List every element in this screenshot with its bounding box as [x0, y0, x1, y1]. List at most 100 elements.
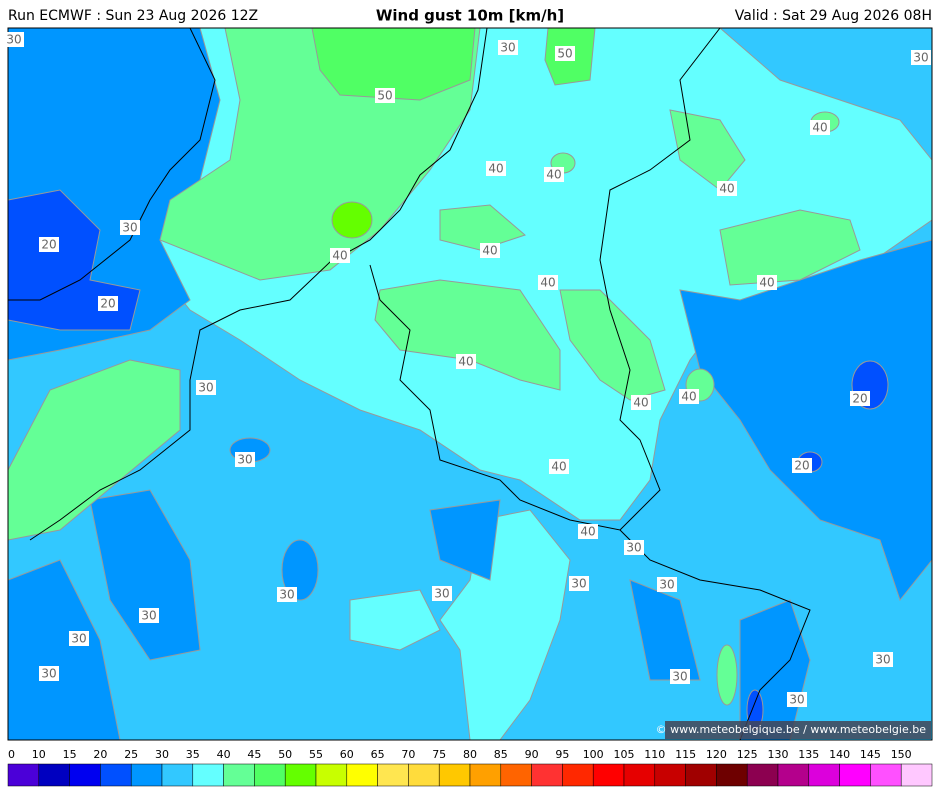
contour-label: 30: [41, 667, 56, 681]
colorbar-swatch: [408, 763, 440, 787]
isoband-25: [8, 559, 121, 740]
colorbar-tick-label: 85: [494, 748, 508, 761]
contour-label: 20: [794, 459, 809, 473]
contour-label-box: [792, 458, 812, 473]
contour-label: 50: [377, 89, 392, 103]
contour-label-box: [544, 167, 564, 182]
contour-label: 40: [488, 162, 503, 176]
contour-label: 40: [482, 244, 497, 258]
contour-label: 40: [551, 460, 566, 474]
contour-label: 30: [141, 609, 156, 623]
contour-label: 30: [875, 653, 890, 667]
contour-label: 40: [546, 168, 561, 182]
contour-label: 30: [913, 51, 928, 65]
colorbar-swatch: [469, 763, 502, 787]
copyright: © www.meteobelgique.be / www.meteobelgie…: [656, 723, 927, 736]
contour-label-box: [670, 669, 690, 684]
colorbar-tick-label: 45: [247, 748, 261, 761]
colorbar-tick-label: 60: [340, 748, 354, 761]
colorbar-tick-label: 130: [768, 748, 789, 761]
colorbar-swatch: [315, 763, 348, 787]
copyright-box: [665, 721, 931, 739]
colorbar-tick-label: 135: [798, 748, 819, 761]
run-info: Run ECMWF : Sun 23 Aug 2026 12Z: [8, 8, 258, 24]
contour-label: 40: [540, 276, 555, 290]
colorbar-swatch: [900, 763, 933, 787]
contour-label: 40: [681, 390, 696, 404]
contour-label-box: [432, 586, 452, 601]
map-title: Wind gust 10m [km/h]: [376, 7, 564, 25]
colorbar-tick-label: 75: [432, 748, 446, 761]
contour-label: 20: [852, 392, 867, 406]
contour-label: 30: [198, 381, 213, 395]
contour-labels: 30 30 50 50 30 40 40 40 40 30 20 40 40 40 40 20 40 30 40 40…: [4, 32, 931, 707]
isoband-40: [374, 279, 561, 391]
contour-label-box: [277, 587, 297, 602]
colorbar-swatch: [284, 763, 317, 787]
colorbar-swatch: [7, 763, 40, 787]
contour-label-box: [873, 652, 893, 667]
colorbar-tick-label: 55: [309, 748, 323, 761]
colorbar-swatch: [839, 763, 871, 787]
colorbar-swatch: [377, 763, 409, 787]
colorbar-tick-label: 105: [614, 748, 635, 761]
contour-label: 30: [237, 453, 252, 467]
contour-label-box: [631, 395, 651, 410]
colorbar-swatch: [746, 763, 779, 787]
contour-label-box: [624, 540, 644, 555]
colorbar-swatch: [870, 763, 902, 787]
colorbar-tick-label: 35: [186, 748, 200, 761]
isoband-40: [716, 644, 738, 706]
colorbar-tick-label: 150: [891, 748, 912, 761]
contour-label-box: [657, 577, 677, 592]
isoband-45: [311, 28, 476, 101]
colorbar-tick-label: 125: [737, 748, 758, 761]
contour-label: 30: [672, 670, 687, 684]
colorbar-swatch: [654, 763, 686, 787]
colorbar-tick-label: 15: [63, 748, 77, 761]
colorbar-swatch: [254, 763, 286, 787]
contour-label-box: [456, 354, 476, 369]
colorbar-swatch: [130, 763, 163, 787]
isoband-25: [629, 579, 701, 681]
contour-label: 40: [719, 182, 734, 196]
contour-label-box: [757, 275, 777, 290]
colorbar-tick-label: 115: [675, 748, 696, 761]
contour-label-box: [486, 161, 506, 176]
contour-label: 20: [41, 238, 56, 252]
contour-label-box: [498, 40, 518, 55]
contour-label-box: [69, 631, 89, 646]
contour-label-box: [39, 666, 59, 681]
colorbar-swatch: [562, 763, 594, 787]
contour-label-box: [538, 275, 558, 290]
colorbar-swatch: [38, 763, 70, 787]
contour-label-box: [330, 248, 350, 263]
contour-label: 50: [557, 47, 572, 61]
contour-label-box: [375, 88, 395, 103]
isoband-25: [89, 489, 201, 661]
contour-label: 30: [71, 632, 86, 646]
contour-label-box: [480, 243, 500, 258]
contour-label-box: [98, 296, 118, 311]
colorbar-swatch: [777, 763, 810, 787]
contour-label-box: [139, 608, 159, 623]
contour-label: 40: [812, 121, 827, 135]
contour-label-box: [717, 181, 737, 196]
contour-label: 30: [571, 577, 586, 591]
isoband-25: [281, 539, 319, 601]
map-frame: [7, 27, 933, 741]
colorbar-tick-label: 80: [463, 748, 477, 761]
contour-label-box: [120, 220, 140, 235]
contour-label: 40: [458, 355, 473, 369]
contour-label-box: [850, 391, 870, 406]
contour-label: 20: [100, 297, 115, 311]
colorbar-tick-label: 120: [706, 748, 727, 761]
isoband-40: [439, 204, 526, 251]
border: [369, 28, 721, 531]
isoband-50: [331, 201, 373, 239]
colorbar-tick-label: 140: [829, 748, 850, 761]
contour-label-box: [578, 524, 598, 539]
contour-label-box: [4, 32, 24, 47]
contour-label: 40: [633, 396, 648, 410]
coastline: [8, 28, 216, 301]
